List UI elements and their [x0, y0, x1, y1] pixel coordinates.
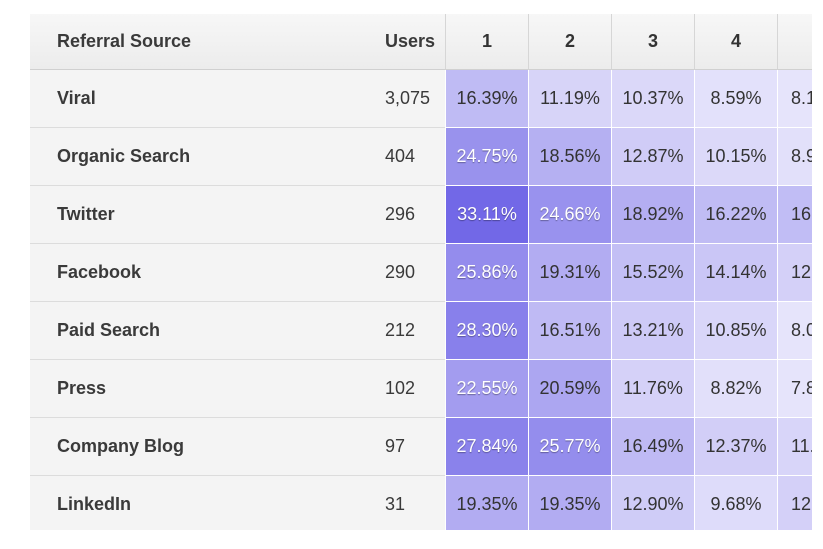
row-users-count: 296: [377, 186, 445, 244]
retention-cell[interactable]: 8.59%: [694, 70, 777, 128]
row-users-count: 102: [377, 360, 445, 418]
retention-cell[interactable]: 24.75%: [445, 128, 528, 186]
retention-cell[interactable]: 22.55%: [445, 360, 528, 418]
retention-cell[interactable]: 25.77%: [528, 418, 611, 476]
row-users-count: 31: [377, 476, 445, 530]
retention-cell[interactable]: 7.8: [777, 360, 812, 418]
retention-cell[interactable]: 15.52%: [611, 244, 694, 302]
row-source-label: Twitter: [30, 186, 377, 244]
retention-cell[interactable]: 16.: [777, 186, 812, 244]
retention-cell[interactable]: 12.: [777, 244, 812, 302]
retention-cell[interactable]: 11.76%: [611, 360, 694, 418]
retention-cell[interactable]: 16.22%: [694, 186, 777, 244]
retention-cell[interactable]: 24.66%: [528, 186, 611, 244]
retention-cell[interactable]: 8.82%: [694, 360, 777, 418]
retention-cell[interactable]: 18.92%: [611, 186, 694, 244]
row-users-count: 212: [377, 302, 445, 360]
row-source-label: Facebook: [30, 244, 377, 302]
cohort-table-viewport: Referral Source Users 1 2 3 4 Viral 3,075…: [30, 14, 812, 530]
retention-cell[interactable]: 10.15%: [694, 128, 777, 186]
retention-cell[interactable]: 9.68%: [694, 476, 777, 530]
retention-cell[interactable]: 16.49%: [611, 418, 694, 476]
row-users-count: 3,075: [377, 70, 445, 128]
retention-cell[interactable]: 14.14%: [694, 244, 777, 302]
retention-cell[interactable]: 28.30%: [445, 302, 528, 360]
retention-cell[interactable]: 8.9: [777, 128, 812, 186]
retention-cell[interactable]: 13.21%: [611, 302, 694, 360]
retention-cell[interactable]: 11.: [777, 418, 812, 476]
retention-cell[interactable]: 18.56%: [528, 128, 611, 186]
row-source-label: Press: [30, 360, 377, 418]
row-users-count: 290: [377, 244, 445, 302]
row-source-label: Organic Search: [30, 128, 377, 186]
retention-cell[interactable]: 12.37%: [694, 418, 777, 476]
row-source-label: Paid Search: [30, 302, 377, 360]
retention-cell[interactable]: 25.86%: [445, 244, 528, 302]
header-period-2[interactable]: 2: [528, 14, 611, 70]
retention-cell[interactable]: 11.19%: [528, 70, 611, 128]
retention-cell[interactable]: 8.0: [777, 302, 812, 360]
row-source-label: Company Blog: [30, 418, 377, 476]
row-source-label: LinkedIn: [30, 476, 377, 530]
retention-cell[interactable]: 12.87%: [611, 128, 694, 186]
retention-cell[interactable]: 19.35%: [528, 476, 611, 530]
retention-cell[interactable]: 12.90%: [611, 476, 694, 530]
retention-cell[interactable]: 10.37%: [611, 70, 694, 128]
header-period-4[interactable]: 4: [694, 14, 777, 70]
row-users-count: 97: [377, 418, 445, 476]
cohort-table: Referral Source Users 1 2 3 4 Viral 3,075…: [30, 14, 812, 530]
retention-cell[interactable]: 16.39%: [445, 70, 528, 128]
retention-cell[interactable]: 16.51%: [528, 302, 611, 360]
retention-cell[interactable]: 27.84%: [445, 418, 528, 476]
header-period-3[interactable]: 3: [611, 14, 694, 70]
retention-cell[interactable]: 19.31%: [528, 244, 611, 302]
row-source-label: Viral: [30, 70, 377, 128]
retention-cell[interactable]: 10.85%: [694, 302, 777, 360]
retention-cell[interactable]: 8.1: [777, 70, 812, 128]
header-period-1[interactable]: 1: [445, 14, 528, 70]
retention-cell[interactable]: 12.: [777, 476, 812, 530]
header-referral-source[interactable]: Referral Source: [30, 14, 377, 70]
header-period-5[interactable]: [777, 14, 812, 70]
retention-cell[interactable]: 20.59%: [528, 360, 611, 418]
retention-cell[interactable]: 33.11%: [445, 186, 528, 244]
row-users-count: 404: [377, 128, 445, 186]
header-users[interactable]: Users: [377, 14, 445, 70]
retention-cell[interactable]: 19.35%: [445, 476, 528, 530]
